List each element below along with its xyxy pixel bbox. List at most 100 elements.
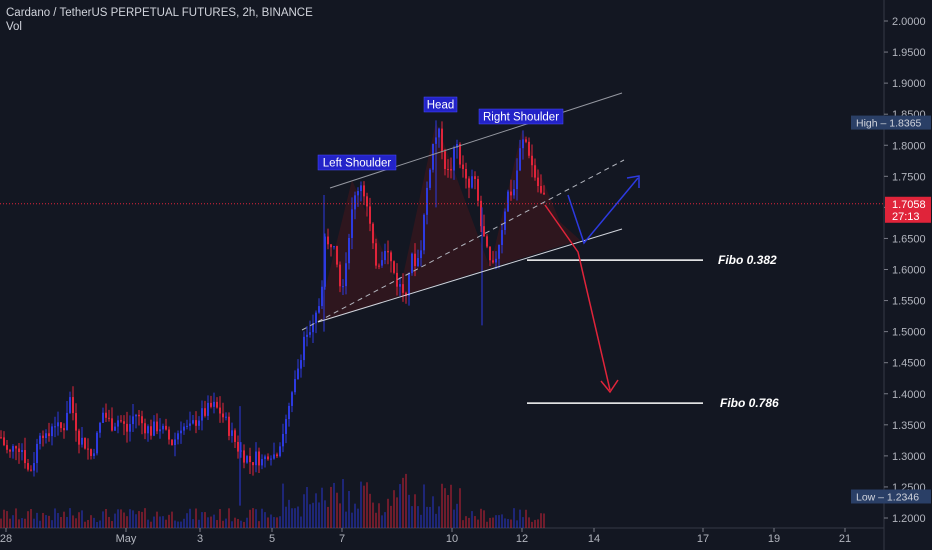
volume-bar [543, 513, 545, 528]
volume-bar [390, 505, 392, 528]
volume-bar [147, 519, 149, 528]
volume-bar [324, 500, 326, 528]
x-tick-label: 28 [0, 533, 12, 545]
candle-body [42, 435, 44, 439]
volume-bar [525, 509, 527, 528]
x-tick-label: 14 [588, 533, 600, 545]
bearish-projection-arrow [544, 204, 611, 391]
candle-body [219, 407, 221, 414]
candle-body [342, 286, 344, 288]
volume-bar [372, 502, 374, 528]
candle-body [444, 151, 446, 170]
volume-bar [114, 513, 116, 528]
candle-body [126, 423, 128, 432]
candle-body [0, 437, 2, 439]
volume-bar [363, 485, 365, 528]
candle-body [135, 414, 137, 417]
volume-bar [477, 519, 479, 528]
candle-body [93, 453, 95, 456]
volume-bar [207, 517, 209, 528]
candle-body [528, 141, 530, 156]
volume-bar [327, 506, 329, 528]
candle-body [366, 196, 368, 207]
volume-bar [354, 503, 356, 528]
volume-bar [222, 520, 224, 528]
volume-bar [498, 515, 500, 528]
candle-body [117, 420, 119, 427]
volume-bar [219, 509, 221, 528]
candle-body [258, 451, 260, 466]
volume-bar [348, 490, 350, 528]
candle-body [321, 286, 323, 307]
candle-body [426, 187, 428, 215]
bullish-projection-arrow [567, 177, 639, 245]
volume-bar [510, 519, 512, 528]
volume-bar [27, 511, 29, 528]
candle-body [369, 206, 371, 224]
volume-bar [321, 487, 323, 528]
candle-body [216, 401, 218, 408]
volume-bar [168, 514, 170, 528]
candle-body [198, 420, 200, 426]
candle-body [309, 332, 311, 335]
candle-body [147, 426, 149, 434]
candle-body [501, 230, 503, 245]
candle-body [39, 435, 41, 444]
candle-body [339, 264, 341, 287]
volume-bar [237, 518, 239, 528]
volume-bar [21, 518, 23, 528]
volume-bar [495, 515, 497, 528]
candle-body [390, 252, 392, 262]
volume-bar [195, 508, 197, 528]
candle-body [246, 456, 248, 463]
candle-body [243, 450, 245, 463]
candle-body [210, 402, 212, 407]
candle-body [90, 449, 92, 456]
candle-body [81, 437, 83, 445]
volume-bar [267, 517, 269, 528]
candle-body [129, 424, 131, 432]
candle-body [285, 419, 287, 434]
volume-bar [351, 512, 353, 528]
volume-bar [12, 515, 14, 528]
candle-body [327, 236, 329, 245]
candle-body [378, 265, 380, 267]
axes: 2.00001.95001.90001.85001.80001.75001.70… [0, 16, 931, 545]
volume-bar [243, 521, 245, 528]
candle-body [144, 423, 146, 434]
volume-bar [72, 515, 74, 528]
volume-bar [309, 504, 311, 528]
candle-body [318, 306, 320, 313]
volume-bar [468, 517, 470, 528]
volume-bar [6, 511, 8, 528]
current-price-countdown: 27:13 [892, 211, 920, 223]
volume-bar [282, 483, 284, 528]
volume-bar [156, 511, 158, 528]
volume-bar [387, 498, 389, 528]
x-tick-label: 12 [516, 533, 528, 545]
candle-body [288, 405, 290, 420]
volume-bar [96, 521, 98, 528]
volume-bar [330, 486, 332, 528]
y-tick-label: 1.6000 [892, 265, 926, 277]
volume-bar [288, 499, 290, 528]
candle-body [63, 428, 65, 431]
candle-body [54, 426, 56, 428]
candle-body [60, 422, 62, 429]
volume-bar [342, 479, 344, 528]
candle-body [306, 334, 308, 337]
volume-bar [126, 516, 128, 528]
volume-bar [438, 506, 440, 528]
candle-body [540, 185, 542, 193]
channel-middle-line [301, 159, 625, 331]
candle-body [30, 469, 32, 471]
candle-body [51, 426, 53, 437]
volume-bar [42, 512, 44, 528]
candle-body [276, 454, 278, 457]
candle-body [336, 246, 338, 265]
volume-bar [492, 517, 494, 528]
candle-body [450, 169, 452, 171]
candle-body [261, 459, 263, 466]
volume-bar [420, 514, 422, 528]
